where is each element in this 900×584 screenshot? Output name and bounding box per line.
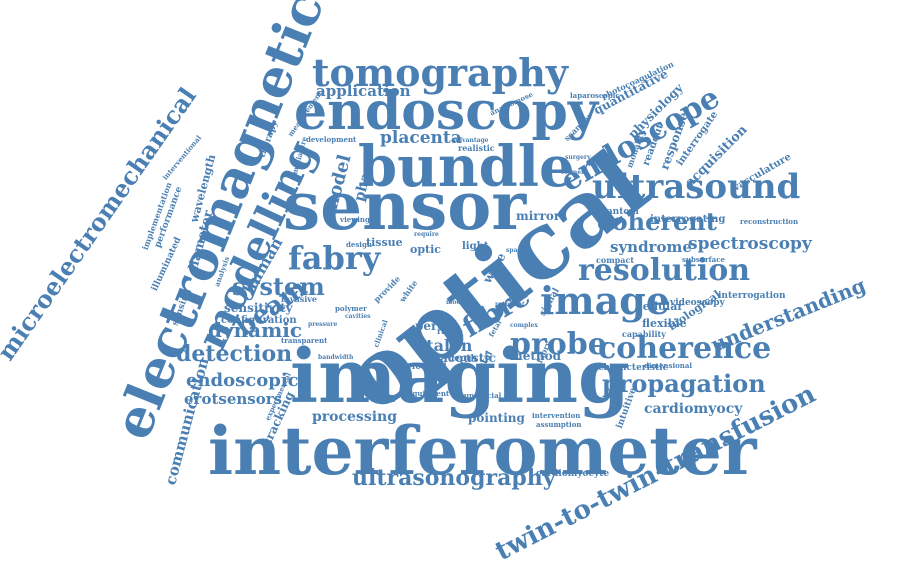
word: spectroscopy — [688, 234, 812, 254]
word: perot — [415, 319, 451, 333]
word: polymer — [335, 304, 367, 313]
word: require — [414, 231, 439, 238]
word: coherent — [597, 207, 717, 236]
word: syndrome — [610, 238, 692, 256]
word: phantom — [594, 207, 639, 217]
word: placenta — [380, 128, 462, 148]
word: design — [346, 240, 372, 249]
word: method — [510, 349, 561, 363]
word: surgery — [565, 154, 591, 161]
word: superficial — [460, 391, 502, 400]
word: intervention — [532, 411, 581, 420]
word: propagation — [602, 369, 766, 398]
word: cardiomyocy — [644, 401, 743, 417]
word: optic — [410, 243, 441, 256]
word: dimensional — [644, 361, 693, 370]
word: fabry — [288, 239, 381, 277]
word: acoustic — [440, 351, 496, 365]
word: compact — [596, 255, 635, 265]
word: range — [437, 326, 463, 336]
word: system — [232, 272, 325, 301]
word: reconstruction — [740, 217, 799, 226]
word: cavities — [345, 313, 371, 320]
word: étalon — [416, 336, 473, 355]
word: laparoscopic — [570, 91, 620, 100]
word: imaging — [290, 334, 630, 420]
word: assumption — [536, 420, 582, 429]
word: development — [306, 135, 357, 144]
word: interrogating — [650, 214, 726, 225]
word: advantage — [454, 137, 489, 144]
word: realistic — [458, 143, 495, 153]
word: endoscopic — [186, 370, 299, 391]
word: processing — [312, 409, 397, 425]
word: bandwidth — [318, 354, 354, 361]
word: capability — [622, 329, 666, 339]
word: invasive — [281, 294, 317, 304]
word: bundle — [358, 134, 575, 200]
word: tissue — [366, 236, 403, 249]
word: interferometer — [208, 412, 757, 490]
word: erotsensors — [184, 390, 283, 408]
word: light — [462, 241, 489, 252]
word: detection — [176, 341, 293, 367]
word: configuration — [221, 315, 297, 326]
word: resolution — [578, 253, 751, 288]
word: cellular — [636, 300, 684, 313]
word: mode — [446, 299, 465, 306]
word: subsurface — [682, 255, 725, 264]
word: ultrasound — [592, 167, 801, 207]
word: space — [506, 247, 525, 254]
word: resonant — [495, 301, 525, 308]
word: viewing — [340, 215, 370, 224]
word: interrogation — [718, 291, 786, 301]
word: probe — [510, 327, 607, 362]
word: sensitivity — [224, 301, 293, 315]
word: equivalent — [408, 389, 450, 398]
word: application — [316, 82, 411, 100]
word: image — [540, 278, 671, 323]
word: pressure — [308, 321, 338, 328]
word: focused — [412, 361, 447, 371]
word: mirror — [516, 209, 561, 223]
word: depth — [448, 354, 478, 364]
word: flexible — [642, 317, 687, 330]
word: videoscopy — [670, 298, 725, 308]
word: complex — [510, 322, 538, 329]
word: cardiomyocyte — [536, 469, 610, 479]
word: sensor — [283, 167, 527, 245]
word: pointing — [468, 411, 525, 425]
word: coherence — [598, 331, 772, 366]
word: transparent — [281, 336, 328, 345]
word: characteristic — [598, 363, 669, 373]
word: endoscopy — [294, 81, 599, 142]
word: element — [561, 169, 589, 176]
word: dynamic — [208, 318, 303, 342]
word: tomography — [312, 50, 568, 95]
word: ultrasonography — [352, 465, 556, 491]
